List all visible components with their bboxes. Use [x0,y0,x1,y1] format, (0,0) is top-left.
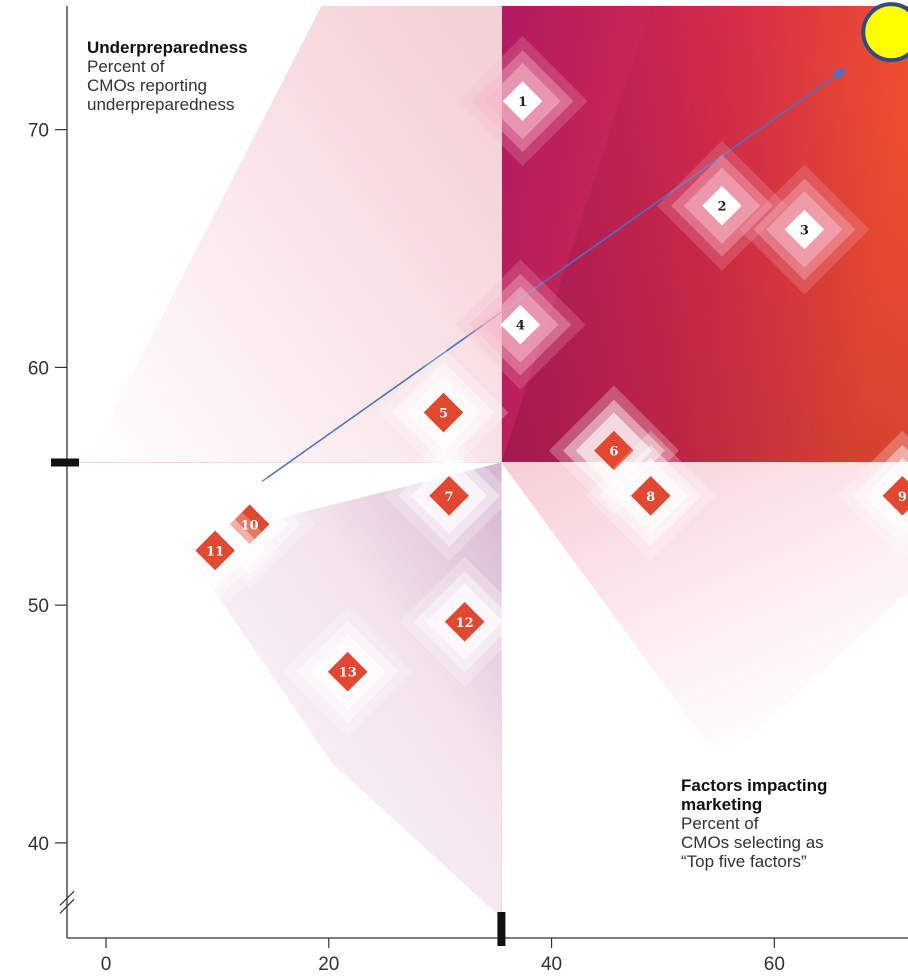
marker-diamond [229,504,270,545]
marker-number: 12 [456,616,474,631]
marker-number: 13 [339,666,357,681]
y-tick-label: 50 [28,596,49,617]
factors-line-2: CMOs selecting as [681,833,824,852]
annotation-arrow [261,67,848,483]
marker-number: 11 [206,544,224,559]
x-tick-label: 60 [764,954,785,975]
factors-title-line-1: Factors impacting [681,776,828,795]
background-shapes [67,6,908,938]
y-axis-break [59,890,75,906]
marker-number: 3 [800,223,809,238]
marker-diamond [327,651,368,692]
marker-diamond [444,601,485,642]
marker-diamond [502,81,543,121]
factors-title-line-2: marketing [681,795,763,814]
quadrant-top-left-diamond [87,6,502,463]
marker-number: 5 [439,407,448,422]
upper-left-label: Underpreparedness Percent of CMOs report… [87,38,248,114]
x-tick-label: 40 [541,954,562,975]
factor-marker-1: 1 [457,36,588,167]
underpreparedness-title: Underpreparedness [87,38,248,57]
x-tick-label: 0 [101,954,112,975]
marker-diamond [882,475,908,516]
factors-line-3: “Top five factors” [681,852,807,871]
marker-number: 8 [646,490,655,505]
marker-number: 4 [516,319,525,334]
factors-line-1: Percent of [681,814,759,833]
x-tick-label: 20 [318,954,339,975]
marker-number: 9 [898,490,907,505]
marker-number: 6 [609,445,618,460]
marker-number: 10 [241,518,259,533]
y-tick-label: 60 [28,358,49,379]
arrow-head [832,67,847,81]
y-axis-break [59,898,75,914]
marker-diamond [195,530,235,571]
marker-number: 7 [445,490,454,505]
y-tick-label: 70 [28,121,49,142]
y-divider-marker [51,458,79,467]
arrow-line [261,67,848,483]
marker-diamond [594,430,634,471]
lower-right-label: Factors impacting marketing Percent of C… [681,776,827,871]
marker-diamond [702,185,742,226]
x-divider-marker [497,912,506,946]
marker-number: 1 [518,95,527,110]
marker-diamond [630,475,671,516]
underpreparedness-line-1: Percent of [87,57,165,76]
quadrant-bottom-right-diamond [501,462,908,763]
underpreparedness-line-2: CMOs reporting [87,76,207,95]
axes: 40 50 60 70 0 20 40 60 [28,6,908,975]
y-tick-label: 40 [28,834,49,855]
underpreparedness-line-3: underpreparedness [87,95,235,114]
highlight-circle [861,2,908,63]
marker-number: 2 [717,200,726,215]
quadrant-top-right-shade [501,6,908,463]
marker-diamond [784,209,825,250]
